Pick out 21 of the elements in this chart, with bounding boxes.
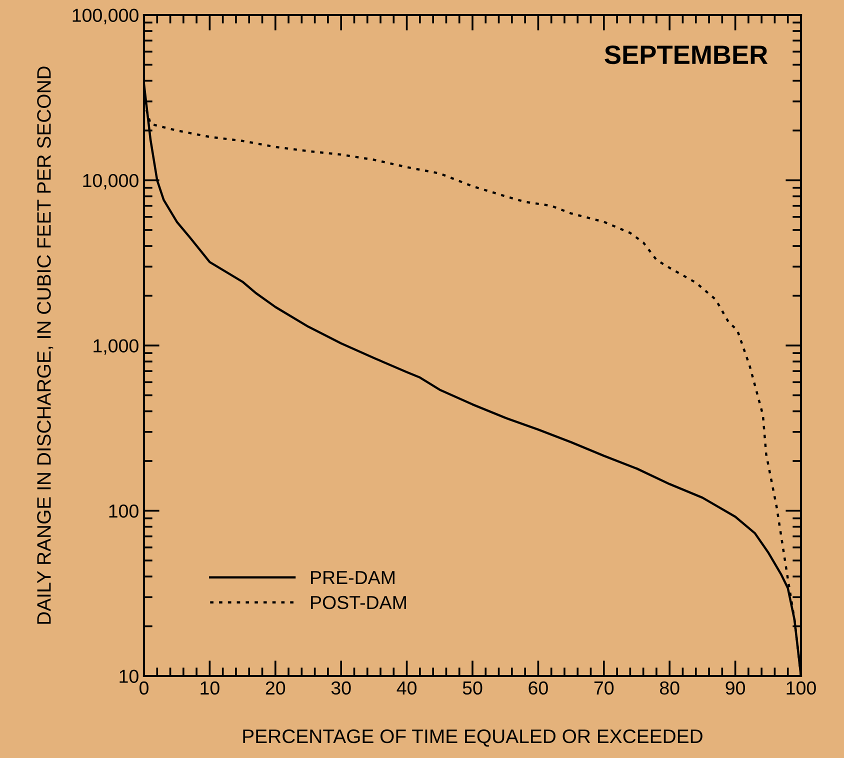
x-tick-label: 100: [786, 681, 816, 695]
x-tick-label: 0: [140, 681, 148, 695]
x-tick-label: 50: [462, 681, 482, 695]
legend-label: PRE-DAM: [311, 571, 394, 584]
x-tick-label: 80: [660, 681, 680, 695]
x-tick-label: 90: [726, 681, 745, 695]
y-tick-label: 100: [109, 504, 138, 518]
x-tick-label: 10: [200, 681, 220, 695]
y-tick-label: 100,000: [72, 8, 138, 24]
y-tick-label: 1,000: [94, 339, 138, 355]
x-tick-label: 40: [396, 681, 416, 695]
x-tick-label: 20: [266, 681, 286, 695]
y-axis-title: DAILY RANGE IN DISCHARGE, IN CUBIC FEET PER SECOND: [37, 66, 54, 624]
x-axis-title: PERCENTAGE OF TIME EQUALED OR EXCEEDED: [243, 729, 702, 747]
legend-label: POST-DAM: [311, 596, 406, 610]
x-tick-label: 60: [528, 681, 548, 695]
y-tick-label: 10,000: [83, 174, 138, 190]
x-tick-label: 30: [331, 681, 351, 695]
x-tick-label: 70: [594, 681, 614, 695]
y-tick-label: 10: [120, 670, 138, 683]
text: SEPTEMBER: [604, 45, 768, 64]
